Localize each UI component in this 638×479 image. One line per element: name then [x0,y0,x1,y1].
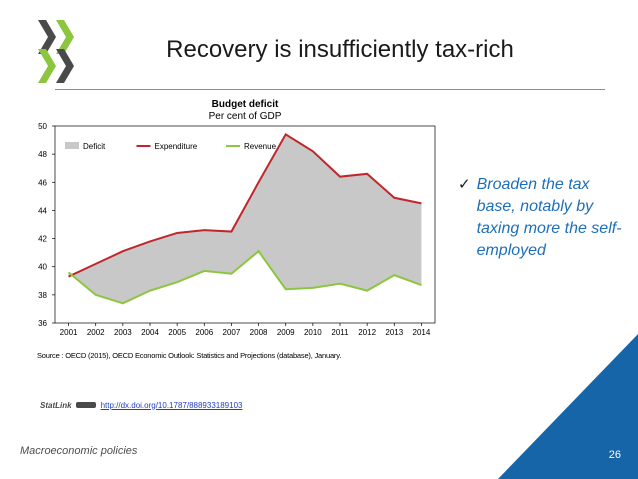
y-tick-label: 44 [38,206,47,215]
x-tick-label: 2012 [358,328,376,337]
page-number: 26 [608,449,621,461]
y-tick-label: 38 [38,291,47,300]
y-tick-label: 36 [38,319,47,328]
x-tick-label: 2007 [223,328,241,337]
logo-bar [38,49,56,83]
expenditure-line [68,133,422,278]
y-tick-label: 50 [38,122,47,131]
logo-bar [56,49,74,83]
legend-label-revenue: Revenue [244,142,277,151]
footer-section-label: Macroeconomic policies [20,445,138,457]
deficit-area [68,134,422,304]
x-tick-label: 2008 [250,328,268,337]
y-tick-label: 42 [38,235,47,244]
series-lines-layer [67,133,422,305]
deficit-area-layer [68,134,422,304]
logo-bar [38,20,56,54]
axis-layer: 36 38 40 42 44 46 48 50 2001 2002 2003 2004 2005 2006… [38,122,431,337]
revenue-line [67,249,422,305]
source-note: Source : OECD (2015), OECD Economic Outl… [37,351,342,360]
statlink-logo: StatLink [40,400,72,410]
statlink: StatLink http://dx.doi.org/10.1787/88893… [40,398,242,412]
x-tick-label: 2013 [385,328,403,337]
bullet-point: ✓ Broaden the tax base, notably by taxin… [458,174,628,262]
logo-bar [56,20,74,54]
checkmark-icon: ✓ [458,176,471,193]
x-tick-label: 2001 [60,328,78,337]
legend-swatch-deficit [65,142,79,149]
y-tick-label: 46 [38,178,47,187]
x-tick-label: 2014 [413,328,431,337]
statlink-url-link[interactable]: http://dx.doi.org/10.1787/888933189103 [100,400,243,410]
x-tick-label: 2003 [114,328,132,337]
x-tick-label: 2006 [195,328,213,337]
x-tick-label: 2011 [331,328,349,337]
bullet-text: Broaden the tax base, notably by taxing … [476,176,622,259]
x-tick-label: 2002 [87,328,105,337]
x-tick-label: 2005 [168,328,186,337]
statlink-mark-icon [75,402,96,408]
slide-title: Recovery is insufficiently tax-rich [166,36,514,63]
x-tick-label: 2009 [277,328,295,337]
plot-area-frame [54,125,436,324]
legend-label-deficit: Deficit [83,142,106,151]
chart-title: Budget deficit [212,99,279,110]
legend-label-expenditure: Expenditure [155,142,198,151]
y-tick-label: 48 [38,150,47,159]
x-tick-label: 2010 [304,328,322,337]
chart-subtitle: Per cent of GDP [209,111,282,122]
title-divider [55,89,605,90]
oecd-logo [38,20,74,83]
y-tick-label: 40 [38,263,47,272]
x-tick-label: 2004 [141,328,159,337]
corner-triangle-decoration [498,334,638,479]
legend: Deficit Expenditure Revenue [65,142,277,151]
